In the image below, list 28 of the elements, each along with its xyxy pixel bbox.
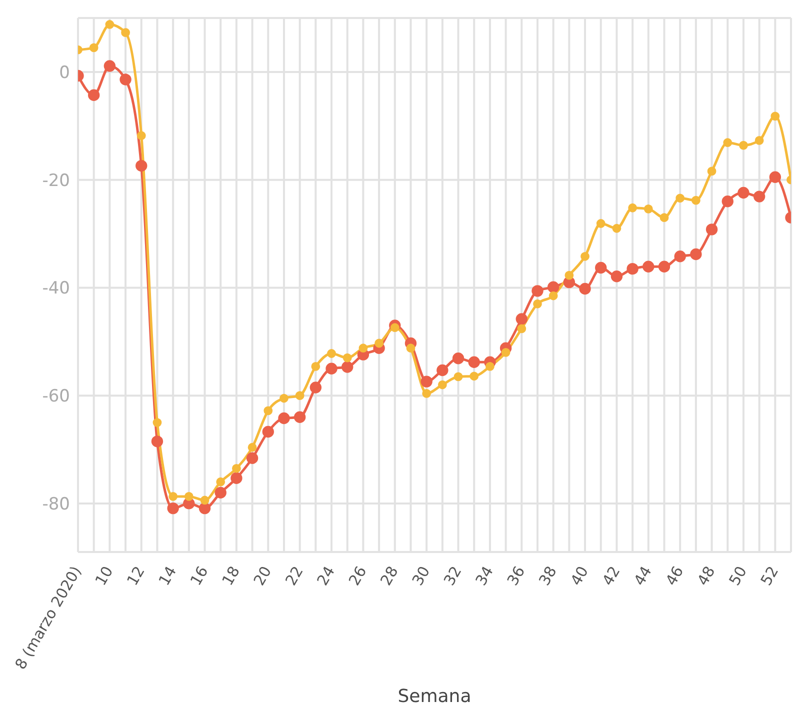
x-tick-label: 34 (472, 563, 497, 589)
x-tick-label: 30 (408, 563, 434, 589)
x-tick-label: 40 (566, 563, 592, 589)
x-tick-label: 20 (250, 563, 276, 589)
x-tick-label: 22 (282, 563, 307, 589)
x-tick-label: 38 (535, 563, 560, 589)
x-tick-label: 24 (313, 563, 339, 589)
x-tick-label: 28 (376, 563, 402, 589)
x-tick-label: 48 (694, 563, 719, 589)
y-tick-label: -60 (42, 386, 70, 407)
y-tick-label: 0 (59, 62, 70, 83)
y-tick-label: -20 (42, 170, 70, 191)
x-tick-label: 52 (757, 563, 782, 589)
x-tick-label: 26 (345, 563, 370, 589)
x-axis-title: Semana (398, 686, 472, 707)
x-tick-label: 14 (154, 563, 180, 589)
x-tick-label: 42 (598, 563, 624, 589)
x-tick-label: 44 (630, 563, 656, 589)
x-tick-label: 12 (123, 563, 148, 589)
x-tick-label: 16 (186, 563, 212, 589)
x-tick-label: 36 (504, 563, 529, 589)
x-tick-label: 32 (440, 563, 466, 589)
x-tick-label: 50 (725, 563, 750, 589)
x-tick-label: 46 (662, 563, 688, 589)
y-tick-label: -80 (42, 494, 70, 514)
x-tick-label: 10 (92, 563, 117, 589)
y-tick-label: -40 (42, 278, 70, 299)
x-tick-label: 18 (218, 563, 244, 589)
